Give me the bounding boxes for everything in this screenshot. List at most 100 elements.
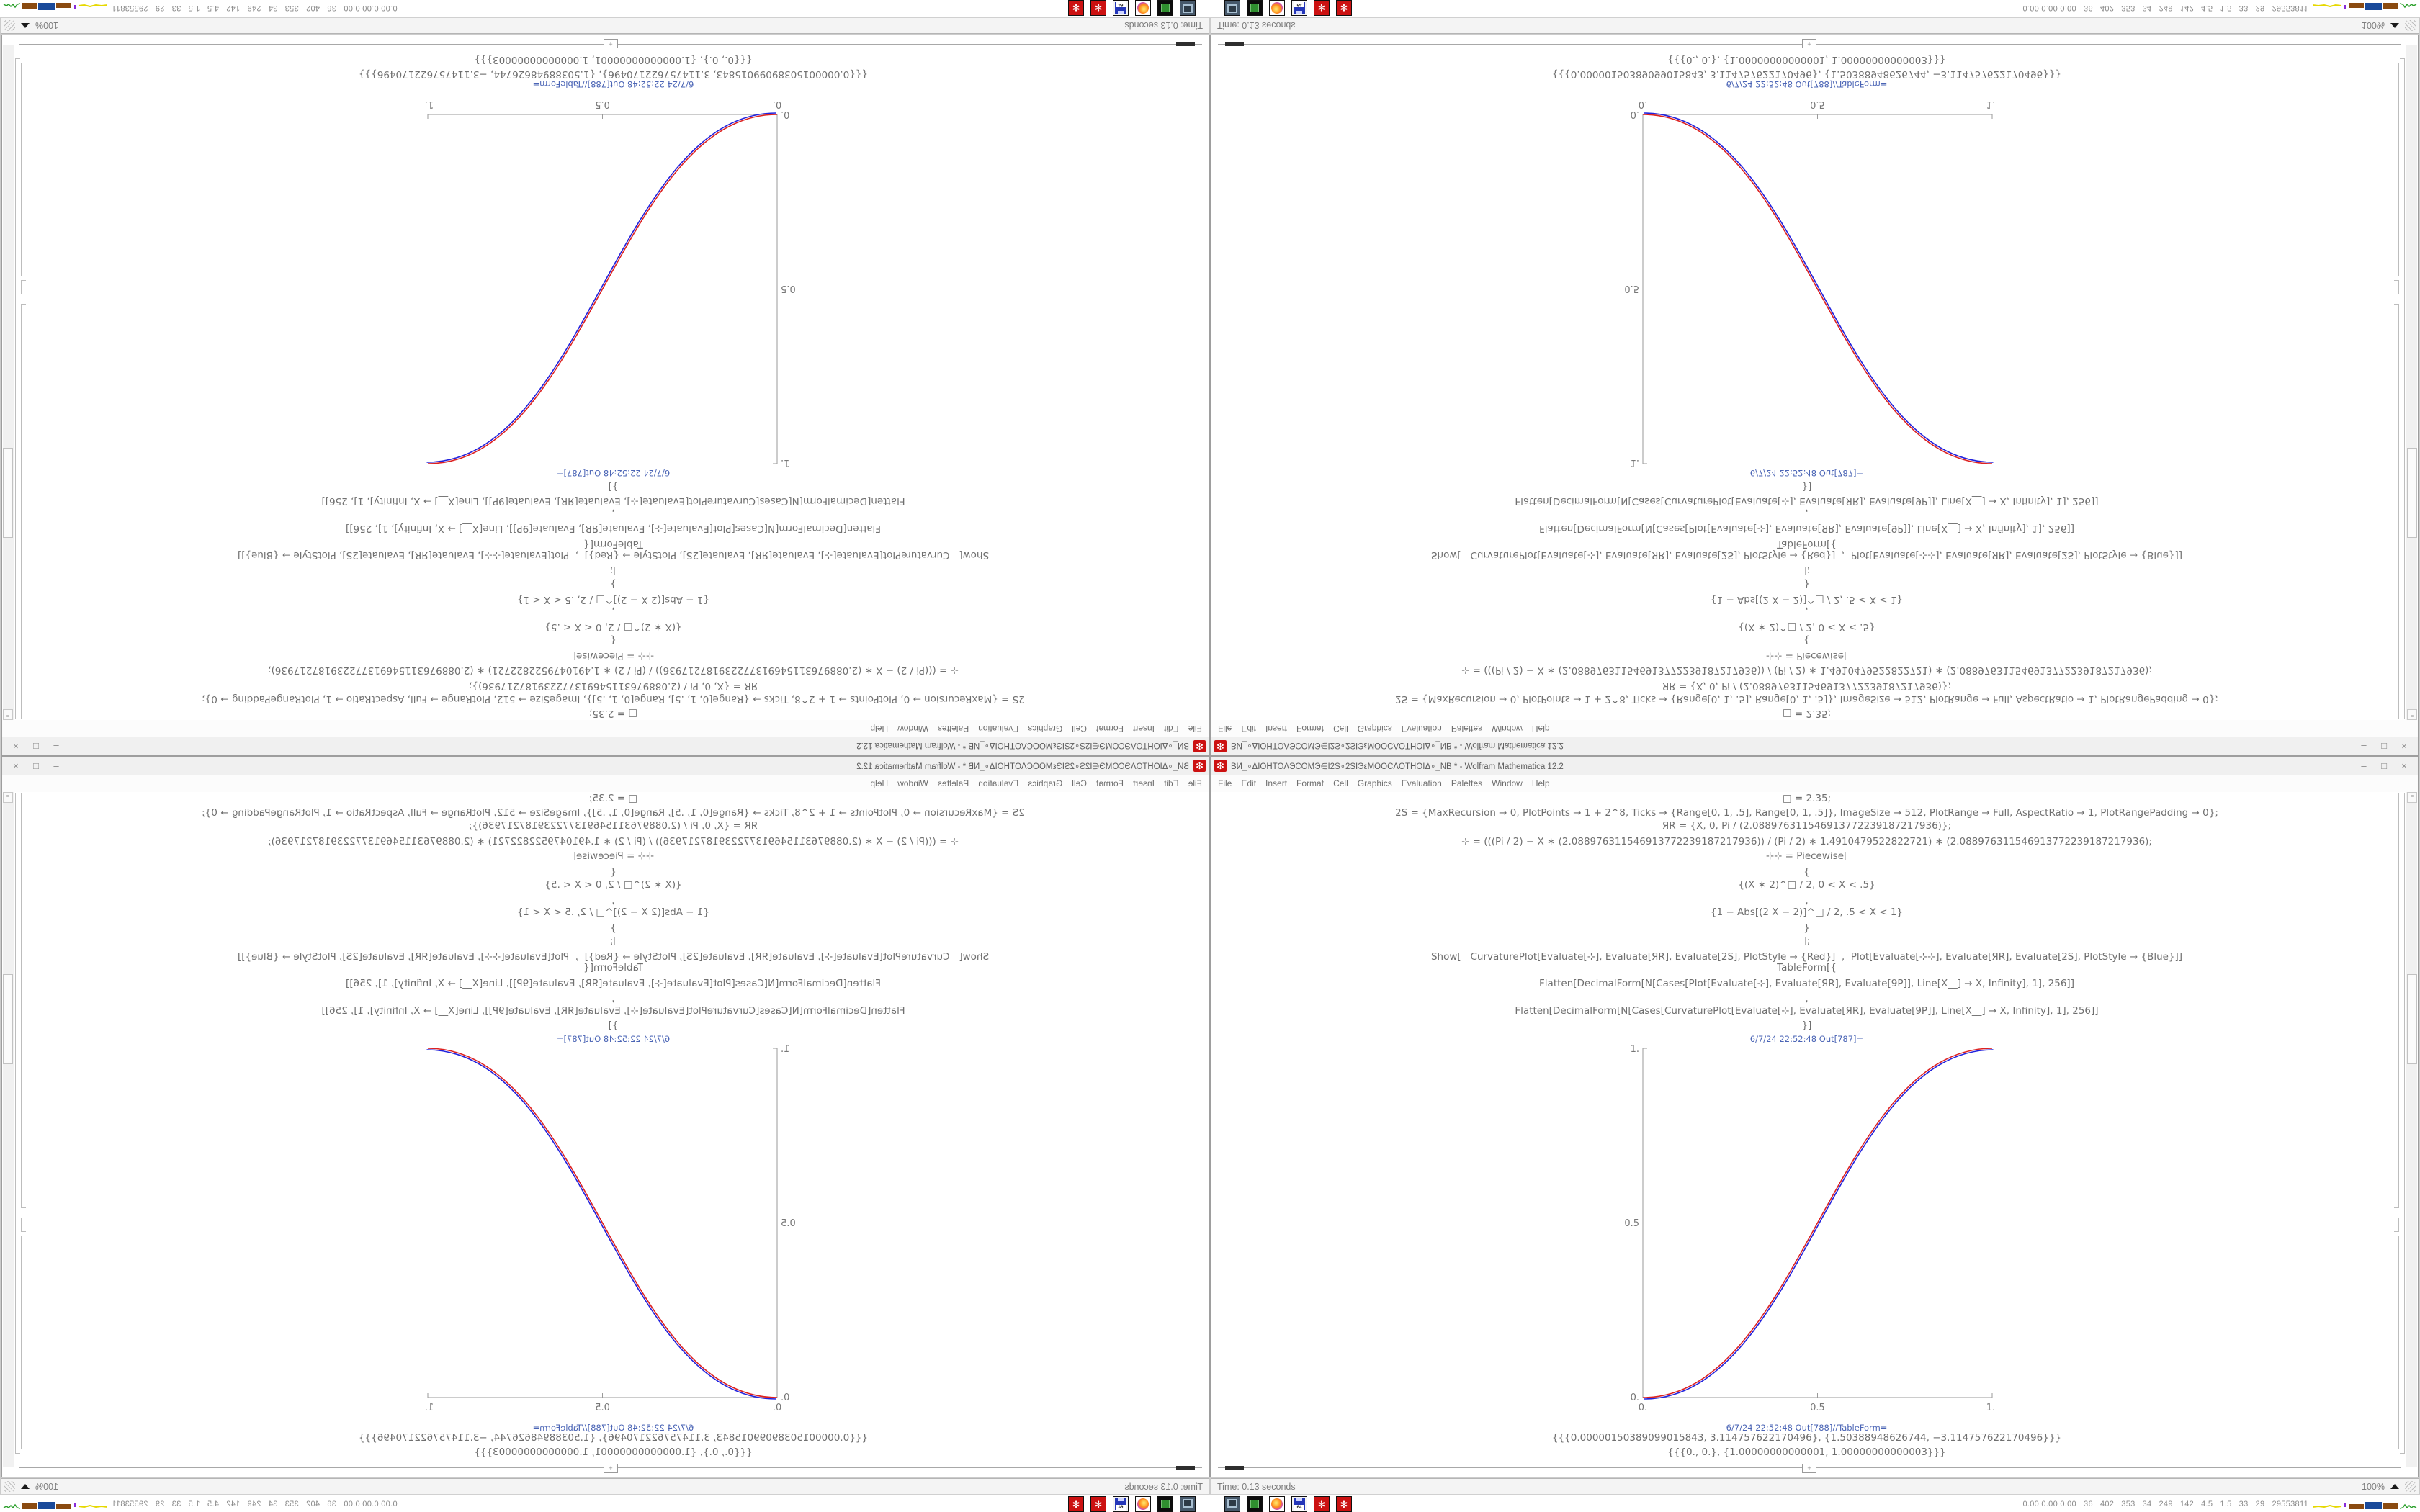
minimize-button[interactable]: – — [53, 741, 59, 752]
maximize-button[interactable]: □ — [33, 760, 39, 771]
menu-window[interactable]: Window — [897, 778, 928, 788]
cell-bracket-output-group[interactable] — [2394, 1236, 2399, 1449]
firefox-icon[interactable] — [1135, 1495, 1151, 1512]
code-line[interactable]: Flatten[DecimalForm[N[Cases[CurvaturePlo… — [1515, 1005, 2099, 1017]
code-line[interactable]: {(X ∗ 2)^□ / 2, 0 < X < .5} — [544, 879, 682, 891]
menu-edit[interactable]: Edit — [1241, 724, 1257, 734]
monitor-app-icon[interactable] — [1180, 1495, 1196, 1512]
code-line[interactable]: □ = 2.35; — [588, 793, 638, 804]
menu-graphics[interactable]: Graphics — [1028, 778, 1063, 788]
mathematica-app-icon[interactable]: ✻ — [1314, 1495, 1330, 1512]
magnification-value[interactable]: 100% — [35, 1481, 58, 1492]
code-line[interactable]: {1 − Abs[(2 X − 2)]^□ / 2, .5 < X < 1} — [516, 906, 710, 918]
menu-palettes[interactable]: Palettes — [937, 778, 969, 788]
code-line[interactable]: ⊹ = (((Pi / 2) − X ∗ (2.0889763115469137… — [1461, 665, 2152, 676]
scrollbar-menu-button[interactable]: ≡ — [3, 792, 13, 803]
floppy-save-icon[interactable]: 64 — [1291, 0, 1307, 17]
code-line[interactable]: }] — [608, 1020, 619, 1031]
code-line[interactable]: TableForm[{ — [583, 962, 643, 973]
scrollbar-menu-button[interactable]: ≡ — [2407, 792, 2417, 803]
cell-bracket-output-group[interactable] — [2394, 63, 2399, 276]
code-line[interactable]: {1 − Abs[(2 X − 2)]^□ / 2, .5 < X < 1} — [516, 594, 710, 606]
menu-edit[interactable]: Edit — [1163, 724, 1179, 734]
code-line[interactable]: ЯR = {X, 0, Pi / (2.08897631154691377223… — [468, 680, 758, 692]
cell-bracket-outer-group[interactable] — [15, 58, 20, 719]
notebook-area[interactable]: □ = 2.35; 2S = {MaxRecursion → 0, PlotPo… — [2, 45, 1209, 720]
code-line[interactable]: }] — [1801, 1020, 1812, 1031]
menu-evaluation[interactable]: Evaluation — [978, 724, 1019, 734]
cell-bracket-small[interactable] — [2394, 1218, 2399, 1232]
code-line[interactable]: , — [611, 895, 615, 906]
code-line[interactable]: ⊹ = (((Pi / 2) − X ∗ (2.0889763115469137… — [1461, 836, 2152, 847]
code-line[interactable]: 2S = {MaxRecursion → 0, PlotPoints → 1 +… — [202, 693, 1025, 705]
monitor-app-icon[interactable] — [1180, 0, 1196, 17]
code-line[interactable]: ЯR = {X, 0, Pi / (2.08897631154691377223… — [468, 820, 758, 832]
code-line[interactable]: ⊹⊹ = Piecewise[ — [572, 850, 655, 862]
code-line[interactable]: □ = 2.35; — [588, 708, 638, 719]
minimize-button[interactable]: – — [2361, 760, 2367, 771]
magnification-dropdown-icon[interactable] — [2390, 1484, 2399, 1489]
insert-cell-plus-icon[interactable]: + — [1802, 1464, 1816, 1473]
menu-help[interactable]: Help — [1531, 778, 1550, 788]
notebook-area[interactable]: □ = 2.35; 2S = {MaxRecursion → 0, PlotPo… — [1211, 45, 2418, 720]
code-line[interactable]: 2S = {MaxRecursion → 0, PlotPoints → 1 +… — [202, 807, 1025, 819]
notebook-area[interactable]: □ = 2.35; 2S = {MaxRecursion → 0, PlotPo… — [1211, 792, 2418, 1467]
close-button[interactable]: × — [13, 741, 19, 752]
code-line[interactable]: } — [1803, 922, 1810, 934]
insert-cell-plus-icon[interactable]: + — [1802, 39, 1816, 48]
cell-bracket-outer-group[interactable] — [2400, 793, 2405, 1454]
code-line[interactable]: , — [1805, 508, 1809, 519]
mathematica-app-icon-2[interactable]: ✻ — [1068, 0, 1084, 17]
code-line[interactable]: ⊹ = (((Pi / 2) − X ∗ (2.0889763115469137… — [268, 665, 959, 676]
cell-bracket-input-group[interactable] — [21, 304, 26, 719]
magnification-dropdown-icon[interactable] — [21, 1484, 30, 1489]
menu-cell[interactable]: Cell — [1072, 778, 1087, 788]
close-button[interactable]: × — [2401, 760, 2407, 771]
code-line[interactable]: , — [611, 508, 615, 519]
code-line[interactable]: 2S = {MaxRecursion → 0, PlotPoints → 1 +… — [1395, 693, 2218, 705]
window-titlebar[interactable]: ✻ ВИ_∘ΔIOHTOΛЭCOMЭ∈I2S∘2SIЭεMOOCΛOTHOIΔ∘… — [1211, 737, 2418, 755]
code-line[interactable]: Flatten[DecimalForm[N[Cases[Plot[Evaluat… — [1539, 523, 2074, 534]
code-line[interactable]: Flatten[DecimalForm[N[Cases[CurvaturePlo… — [1515, 495, 2099, 507]
code-line[interactable]: {1 − Abs[(2 X − 2)]^□ / 2, .5 < X < 1} — [1710, 594, 1904, 606]
menu-file[interactable]: File — [1188, 778, 1202, 788]
mathematica-app-icon-2[interactable]: ✻ — [1068, 1495, 1084, 1512]
menu-help[interactable]: Help — [870, 778, 889, 788]
scrollbar-thumb[interactable] — [3, 448, 13, 538]
menu-insert[interactable]: Insert — [1265, 724, 1288, 734]
code-line[interactable]: {(X ∗ 2)^□ / 2, 0 < X < .5} — [1738, 879, 1876, 891]
code-line[interactable]: TableForm[{ — [1777, 962, 1837, 973]
code-line[interactable]: ЯR = {X, 0, Pi / (2.08897631154691377223… — [1662, 820, 1952, 832]
firefox-icon[interactable] — [1269, 0, 1285, 17]
cell-bracket-output-group[interactable] — [21, 1236, 26, 1449]
code-line[interactable]: ]; — [609, 935, 617, 947]
mathematica-app-icon[interactable]: ✻ — [1090, 0, 1106, 17]
cell-bracket-small[interactable] — [21, 1218, 26, 1232]
cell-bracket-input-group[interactable] — [2394, 304, 2399, 719]
code-line[interactable]: {(X ∗ 2)^□ / 2, 0 < X < .5} — [544, 621, 682, 633]
vertical-scrollbar[interactable]: ≡ — [2406, 45, 2417, 720]
menu-help[interactable]: Help — [1531, 724, 1550, 734]
code-line[interactable]: ⊹⊹ = Piecewise[ — [1765, 850, 1848, 862]
menu-file[interactable]: File — [1188, 724, 1202, 734]
magnification-value[interactable]: 100% — [35, 20, 58, 31]
code-line[interactable]: Show[ CurvaturePlot[Evaluate[⊹], Evaluat… — [237, 549, 990, 561]
code-line[interactable]: ]; — [1803, 565, 1811, 577]
menu-edit[interactable]: Edit — [1241, 778, 1257, 788]
menu-window[interactable]: Window — [1492, 778, 1523, 788]
floppy-save-icon[interactable]: 64 — [1113, 0, 1129, 17]
menu-palettes[interactable]: Palettes — [1451, 724, 1483, 734]
code-line[interactable]: Flatten[DecimalForm[N[Cases[CurvaturePlo… — [321, 495, 905, 507]
monitor-app-icon[interactable] — [1224, 1495, 1240, 1512]
cell-bracket-small[interactable] — [21, 280, 26, 294]
scrollbar-thumb[interactable] — [2407, 974, 2417, 1064]
menu-insert[interactable]: Insert — [1132, 724, 1155, 734]
code-line[interactable]: Flatten[DecimalForm[N[Cases[Plot[Evaluat… — [346, 523, 881, 534]
insert-cell-plus-icon[interactable]: + — [604, 39, 618, 48]
minimize-button[interactable]: – — [53, 760, 59, 771]
code-line[interactable]: ⊹⊹ = Piecewise[ — [1765, 650, 1848, 662]
menu-insert[interactable]: Insert — [1132, 778, 1155, 788]
code-line[interactable]: } — [1803, 578, 1810, 590]
code-line[interactable]: ЯR = {X, 0, Pi / (2.08897631154691377223… — [1662, 680, 1952, 692]
code-line[interactable]: { — [1803, 866, 1810, 878]
